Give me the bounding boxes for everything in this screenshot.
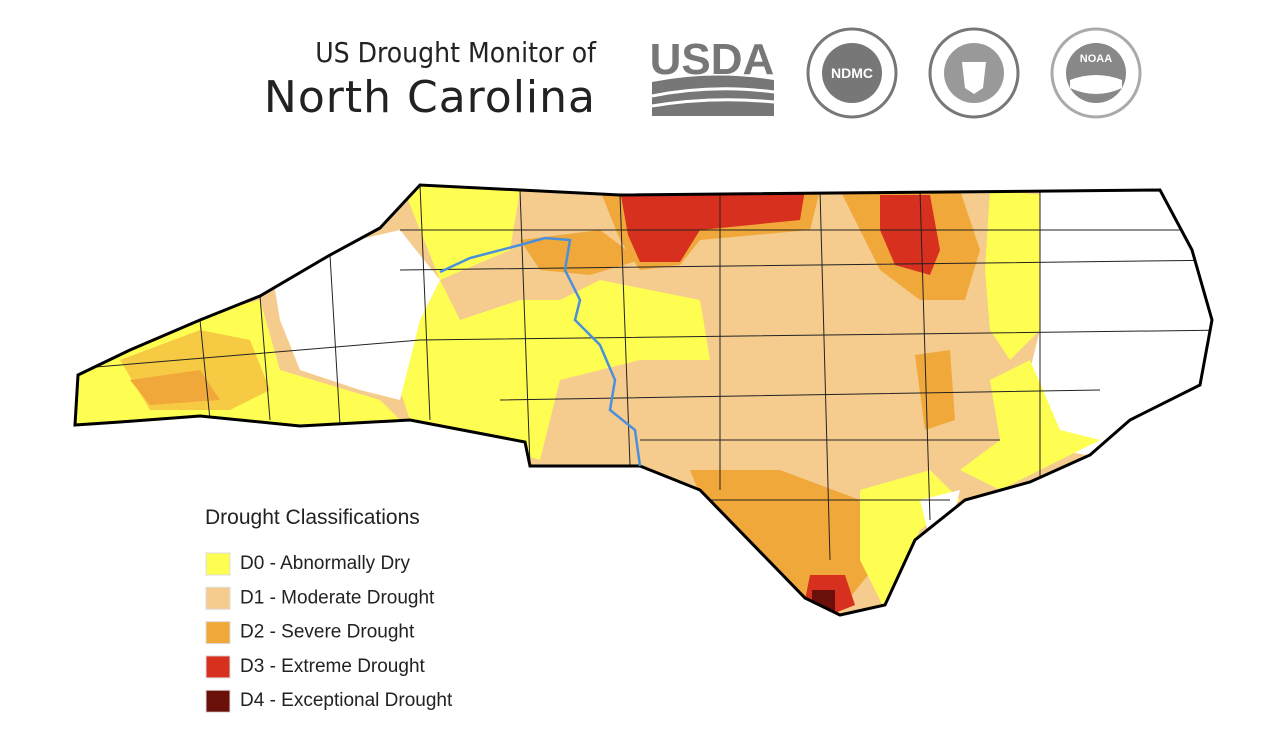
legend-label: D2 - Severe Drought <box>240 622 415 643</box>
county-lines <box>75 185 1212 561</box>
commerce-logo <box>928 27 1020 119</box>
state-outline <box>73 183 1214 617</box>
usda-logo: USDA <box>650 35 774 116</box>
logo-text: NDMC <box>831 65 873 81</box>
legend-label: D3 - Extreme Drought <box>240 656 426 677</box>
legend-swatch <box>205 689 231 713</box>
legend-label: D1 - Moderate Drought <box>240 587 435 608</box>
drought-areas <box>75 185 1212 615</box>
legend-swatch <box>205 655 231 679</box>
legend-title: Drought Classifications <box>205 506 420 529</box>
river <box>439 236 642 467</box>
legend-swatch <box>205 552 231 576</box>
legend-swatch <box>205 621 231 645</box>
legend-label: D4 - Exceptional Drought <box>240 690 453 711</box>
logo-text: NOAA <box>1080 53 1112 65</box>
noaa-logo: NOAA <box>1050 27 1142 119</box>
legend-swatch <box>205 586 231 610</box>
legend-label: D0 - Abnormally Dry <box>240 553 410 574</box>
title-line2: North Carolina <box>264 72 596 123</box>
legend: D0 - Abnormally Dry D1 - Moderate Drought… <box>205 552 453 713</box>
title-line1: US Drought Monitor of <box>315 36 597 69</box>
ndmc-logo: NDMC <box>806 27 898 119</box>
